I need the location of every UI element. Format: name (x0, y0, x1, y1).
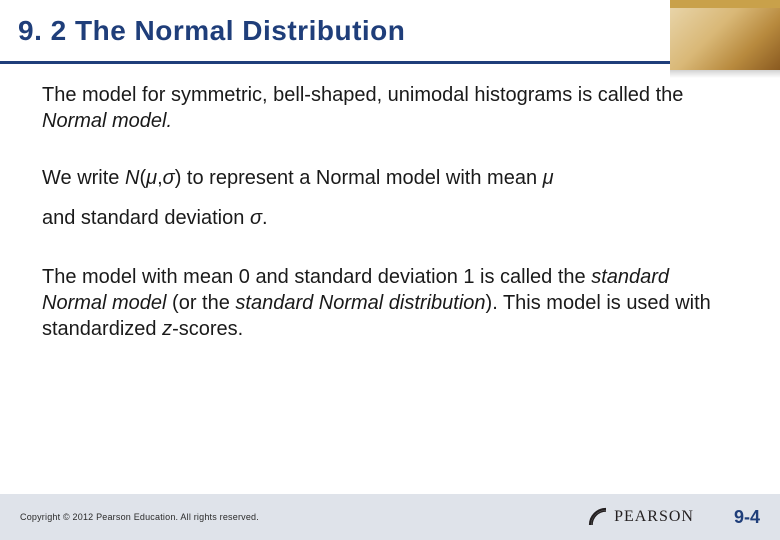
text: and standard deviation (42, 207, 250, 229)
slide: 9. 2 The Normal Distribution The model f… (0, 0, 780, 540)
symbol-mu: μ (146, 167, 157, 189)
slide-body: The model for symmetric, bell-shaped, un… (0, 64, 780, 494)
symbol-mu: μ (543, 167, 554, 189)
term-normal-model: Normal model. (42, 110, 172, 132)
paragraph-4: The model with mean 0 and standard devia… (42, 264, 738, 343)
text: . (262, 207, 268, 229)
text: We write (42, 167, 125, 189)
paragraph-3: and standard deviation σ. (42, 205, 738, 231)
slide-footer: Copyright © 2012 Pearson Education. All … (0, 494, 780, 540)
symbol-sigma: σ (250, 207, 262, 229)
text: ) to represent a Normal model with mean (175, 167, 543, 189)
text: The model for symmetric, bell-shaped, un… (42, 84, 683, 106)
footer-right: PEARSON 9-4 (588, 507, 760, 528)
term-standard-normal-distribution: standard Normal distribution (235, 292, 485, 314)
text: -scores. (172, 318, 243, 340)
text: The model with mean 0 and standard devia… (42, 266, 591, 288)
slide-header: 9. 2 The Normal Distribution (0, 0, 780, 64)
slide-title: 9. 2 The Normal Distribution (0, 15, 405, 47)
page-number: 9-4 (734, 507, 760, 528)
copyright-text: Copyright © 2012 Pearson Education. All … (20, 512, 259, 522)
paragraph-2: We write N(μ,σ) to represent a Normal mo… (42, 165, 738, 191)
symbol-z: z (162, 318, 172, 340)
notation-n: N (125, 167, 139, 189)
paragraph-1: The model for symmetric, bell-shaped, un… (42, 82, 738, 135)
symbol-sigma: σ (163, 167, 175, 189)
text: (or the (166, 292, 235, 314)
pearson-brand-text: PEARSON (614, 508, 694, 526)
pearson-arc-icon (588, 507, 608, 527)
pearson-logo: PEARSON (588, 507, 694, 527)
